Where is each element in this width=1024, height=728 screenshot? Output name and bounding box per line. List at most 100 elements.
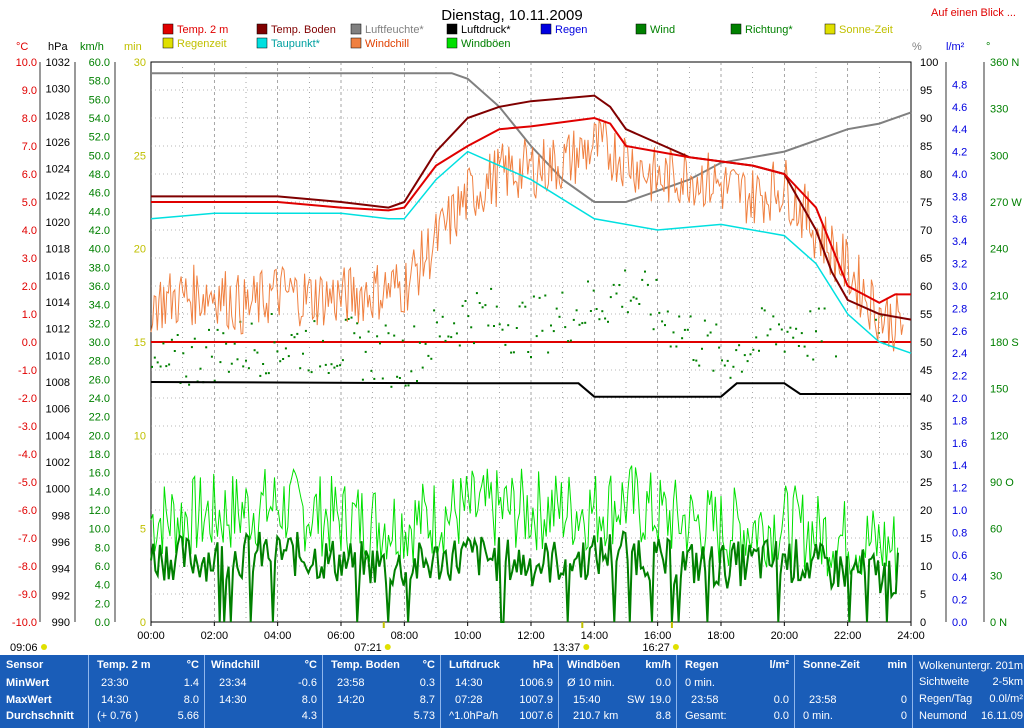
direction-point [552,330,555,333]
footer-windboeen-max-val: 19.0 [649,694,671,706]
direction-point [515,327,518,329]
sun-marker-icon [384,644,391,650]
direction-point [361,378,364,381]
y-tick-label: 3.8 [952,191,967,203]
footer-col-windchill: Windchill °C 23:34 -0.6 14:30 8.0 4.3 [204,655,323,728]
direction-point [455,332,458,335]
y-tick-label: 360 N [990,57,1019,69]
y-tick-label: 2.0 [952,393,967,405]
y-tick-label: 1024 [46,164,70,176]
legend-label: Regenzeit [177,38,227,50]
direction-point [638,303,641,305]
y-tick-label: 1028 [46,110,70,122]
direction-point [384,324,387,327]
footer-sonne-title: Sonne-Zeit [803,659,860,671]
direction-point [498,323,501,326]
direction-point [695,359,698,362]
x-tick-label: 22:00 [834,630,862,642]
footer-visibility-val: 2-5km [992,676,1023,688]
y-tick-label: 10 [920,561,932,573]
direction-point [153,356,156,359]
direction-point [413,325,416,328]
direction-point [430,357,433,360]
y-tick-label: 24.0 [89,393,110,405]
direction-point [615,292,618,295]
unit-hpa: hPa [48,41,68,53]
direction-point [436,321,438,324]
direction-point [795,327,798,330]
legend-label: Windchill [365,38,409,50]
direction-point [874,318,877,321]
legend-swatch [446,23,458,35]
direction-point [706,334,709,337]
direction-point [407,384,410,387]
y-tick-label: 0.6 [952,550,967,562]
footer-windboeen-avg10-val: 0.0 [655,677,671,689]
direction-point [233,342,236,345]
direction-point [470,326,473,329]
direction-point [797,345,800,347]
statistics-footer: Sensor MinWert MaxWert Durchschnitt Temp… [0,655,1024,728]
legend-swatch [256,23,268,35]
direction-point [723,364,726,367]
footer-rainday-val: 0.0l/m² [989,693,1023,705]
direction-point [823,307,826,310]
y-tick-label: 0 [140,617,146,629]
direction-point [324,363,327,366]
y-tick-label: -4.0 [18,449,37,461]
footer-regen-total-val: 0.0 [773,710,789,722]
footer-avg-label: Durchschnitt [6,710,74,722]
footer-temp2m-avg-val: 5.66 [177,710,199,722]
direction-point [438,335,441,338]
direction-point [578,323,581,326]
time-markers: 09:06 07:21 13:37 16:27 [10,622,679,652]
y-tick-label: 60.0 [89,57,110,69]
time-marker-label: 13:37 [553,642,581,652]
x-tick-label: 24:00 [897,630,925,642]
y-tick-label: 30 [990,570,1002,582]
y-tick-label: 2.0 [22,281,37,293]
direction-point [738,344,741,347]
y-tick-label: 9.0 [22,85,37,97]
direction-point [709,331,712,334]
direction-point [461,304,464,307]
legend-label: Windböen [461,38,511,50]
y-tick-label: 992 [52,590,70,602]
y-tick-label: 20 [134,244,146,256]
direction-point [350,316,353,319]
footer-temp2m-unit: °C [186,659,199,671]
y-tick-label: 40 [920,393,932,405]
footer-col-sonne: Sonne-Zeit min 23:58 0 0 min. 0 [794,655,913,728]
direction-point [205,346,208,349]
y-tick-label: 3.0 [22,253,37,265]
y-tick-label: -2.0 [18,393,37,405]
y-tick-label: -5.0 [18,477,37,489]
y-tick-label: -3.0 [18,421,37,433]
footer-luftdruck-title: Luftdruck [449,659,500,671]
footer-regen-unit: l/m² [769,659,789,671]
direction-point [769,328,772,331]
direction-point [487,324,490,327]
y-tick-label: 58.0 [89,76,110,88]
direction-point [786,330,789,333]
y-tick-label: 4.0 [95,580,110,592]
series-temp2m [151,116,911,304]
legend-label: Temp. Boden [271,24,336,36]
unit-pct: % [912,41,922,53]
y-tick-label: -6.0 [18,505,37,517]
direction-point [686,328,689,331]
legend-swatch [824,23,836,35]
overview-link[interactable]: Auf einen Blick ... [931,7,1016,19]
y-tick-label: 10.0 [16,57,37,69]
direction-point [752,348,755,351]
direction-point [188,383,191,386]
y-tick-label: 80 [920,169,932,181]
direction-point [225,342,228,345]
direction-point [441,315,444,318]
direction-point [373,377,376,380]
direction-point [535,335,538,338]
direction-point [379,342,381,345]
direction-point [692,359,695,361]
footer-luftdruck-max-time: 07:28 [455,694,483,706]
y-tick-label: 25 [134,150,146,162]
